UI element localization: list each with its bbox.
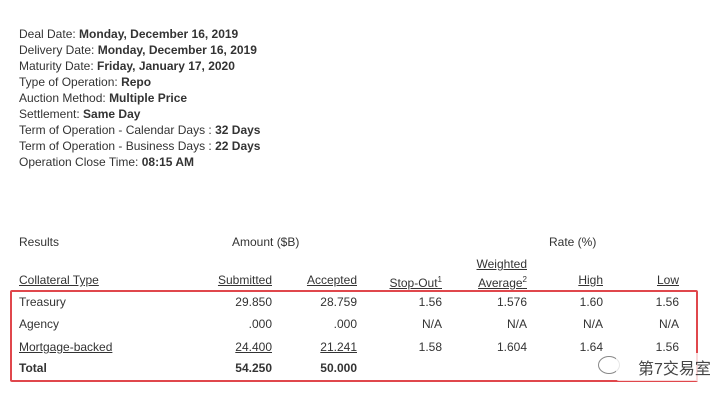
- column-header[interactable]: Accepted: [306, 273, 357, 287]
- detail-value: Multiple Price: [109, 91, 188, 105]
- detail-label: Maturity Date:: [19, 59, 94, 73]
- detail-value: Monday, December 16, 2019: [97, 43, 257, 57]
- table-cell: 29.850: [235, 295, 272, 309]
- detail-label: Deal Date:: [19, 27, 76, 41]
- table-cell: 1.60: [579, 295, 603, 309]
- table-cell: 1.604: [496, 340, 527, 354]
- table-cell: 1.56: [418, 295, 442, 309]
- column-header[interactable]: Weighted: [476, 257, 527, 271]
- table-cell: 1.56: [655, 340, 679, 354]
- column-header[interactable]: Average2: [478, 275, 527, 290]
- table-cell[interactable]: Mortgage-backed: [19, 340, 113, 354]
- group-header: Results: [19, 235, 60, 249]
- detail-line: Term of Operation - Calendar Days : 32 D…: [19, 123, 260, 137]
- table-cell: 50.000: [320, 361, 357, 375]
- detail-line: Term of Operation - Business Days : 22 D…: [19, 139, 260, 153]
- table-cell: N/A: [658, 317, 679, 331]
- detail-label: Settlement:: [19, 107, 80, 121]
- column-note: 1: [437, 275, 442, 284]
- table-cell: N/A: [506, 317, 527, 331]
- column-header[interactable]: Low: [656, 273, 679, 287]
- table-cell: N/A: [582, 317, 603, 331]
- detail-value: Monday, December 16, 2019: [79, 27, 239, 41]
- detail-label: Type of Operation:: [19, 75, 118, 89]
- detail-line: Type of Operation: Repo: [19, 75, 151, 89]
- detail-label: Term of Operation - Business Days :: [19, 139, 212, 153]
- detail-label: Delivery Date:: [19, 43, 95, 57]
- table-cell: 1.58: [418, 340, 442, 354]
- table-cell: 54.250: [235, 361, 272, 375]
- column-header[interactable]: High: [578, 273, 603, 287]
- detail-value: 32 Days: [215, 123, 261, 137]
- detail-line: Maturity Date: Friday, January 17, 2020: [19, 59, 235, 73]
- detail-line: Settlement: Same Day: [19, 107, 140, 121]
- table-cell: Total: [19, 361, 47, 375]
- table-cell[interactable]: 21.241: [320, 340, 357, 354]
- detail-label: Term of Operation - Calendar Days :: [19, 123, 212, 137]
- detail-value: Same Day: [83, 107, 141, 121]
- table-cell: Agency: [19, 317, 60, 331]
- detail-value: 22 Days: [215, 139, 261, 153]
- detail-line: Delivery Date: Monday, December 16, 2019: [19, 43, 257, 57]
- detail-value: 08:15 AM: [141, 155, 194, 169]
- detail-value: Friday, January 17, 2020: [97, 59, 235, 73]
- table-cell: .000: [333, 317, 357, 331]
- detail-line: Operation Close Time: 08:15 AM: [19, 155, 194, 169]
- table-cell: 1.64: [579, 340, 603, 354]
- table-cell[interactable]: 24.400: [235, 340, 272, 354]
- detail-line: Auction Method: Multiple Price: [19, 91, 187, 105]
- highlight-box: [10, 290, 698, 382]
- detail-line: Deal Date: Monday, December 16, 2019: [19, 27, 238, 41]
- column-note: 2: [522, 275, 527, 284]
- column-header[interactable]: Submitted: [217, 273, 272, 287]
- detail-label: Auction Method:: [19, 91, 106, 105]
- table-cell: 1.56: [655, 295, 679, 309]
- table-cell: .000: [248, 317, 272, 331]
- group-header: Rate (%): [549, 235, 597, 249]
- watermark: 第7交易室: [616, 353, 717, 381]
- table-cell: Treasury: [19, 295, 66, 309]
- column-header[interactable]: Stop-Out1: [389, 275, 442, 290]
- table-cell: 28.759: [320, 295, 357, 309]
- column-header[interactable]: Collateral Type: [19, 273, 99, 287]
- group-header: Amount ($B): [232, 235, 300, 249]
- table-cell: N/A: [421, 317, 442, 331]
- detail-value: Repo: [121, 75, 152, 89]
- detail-label: Operation Close Time:: [19, 155, 139, 169]
- table-cell: 1.576: [496, 295, 527, 309]
